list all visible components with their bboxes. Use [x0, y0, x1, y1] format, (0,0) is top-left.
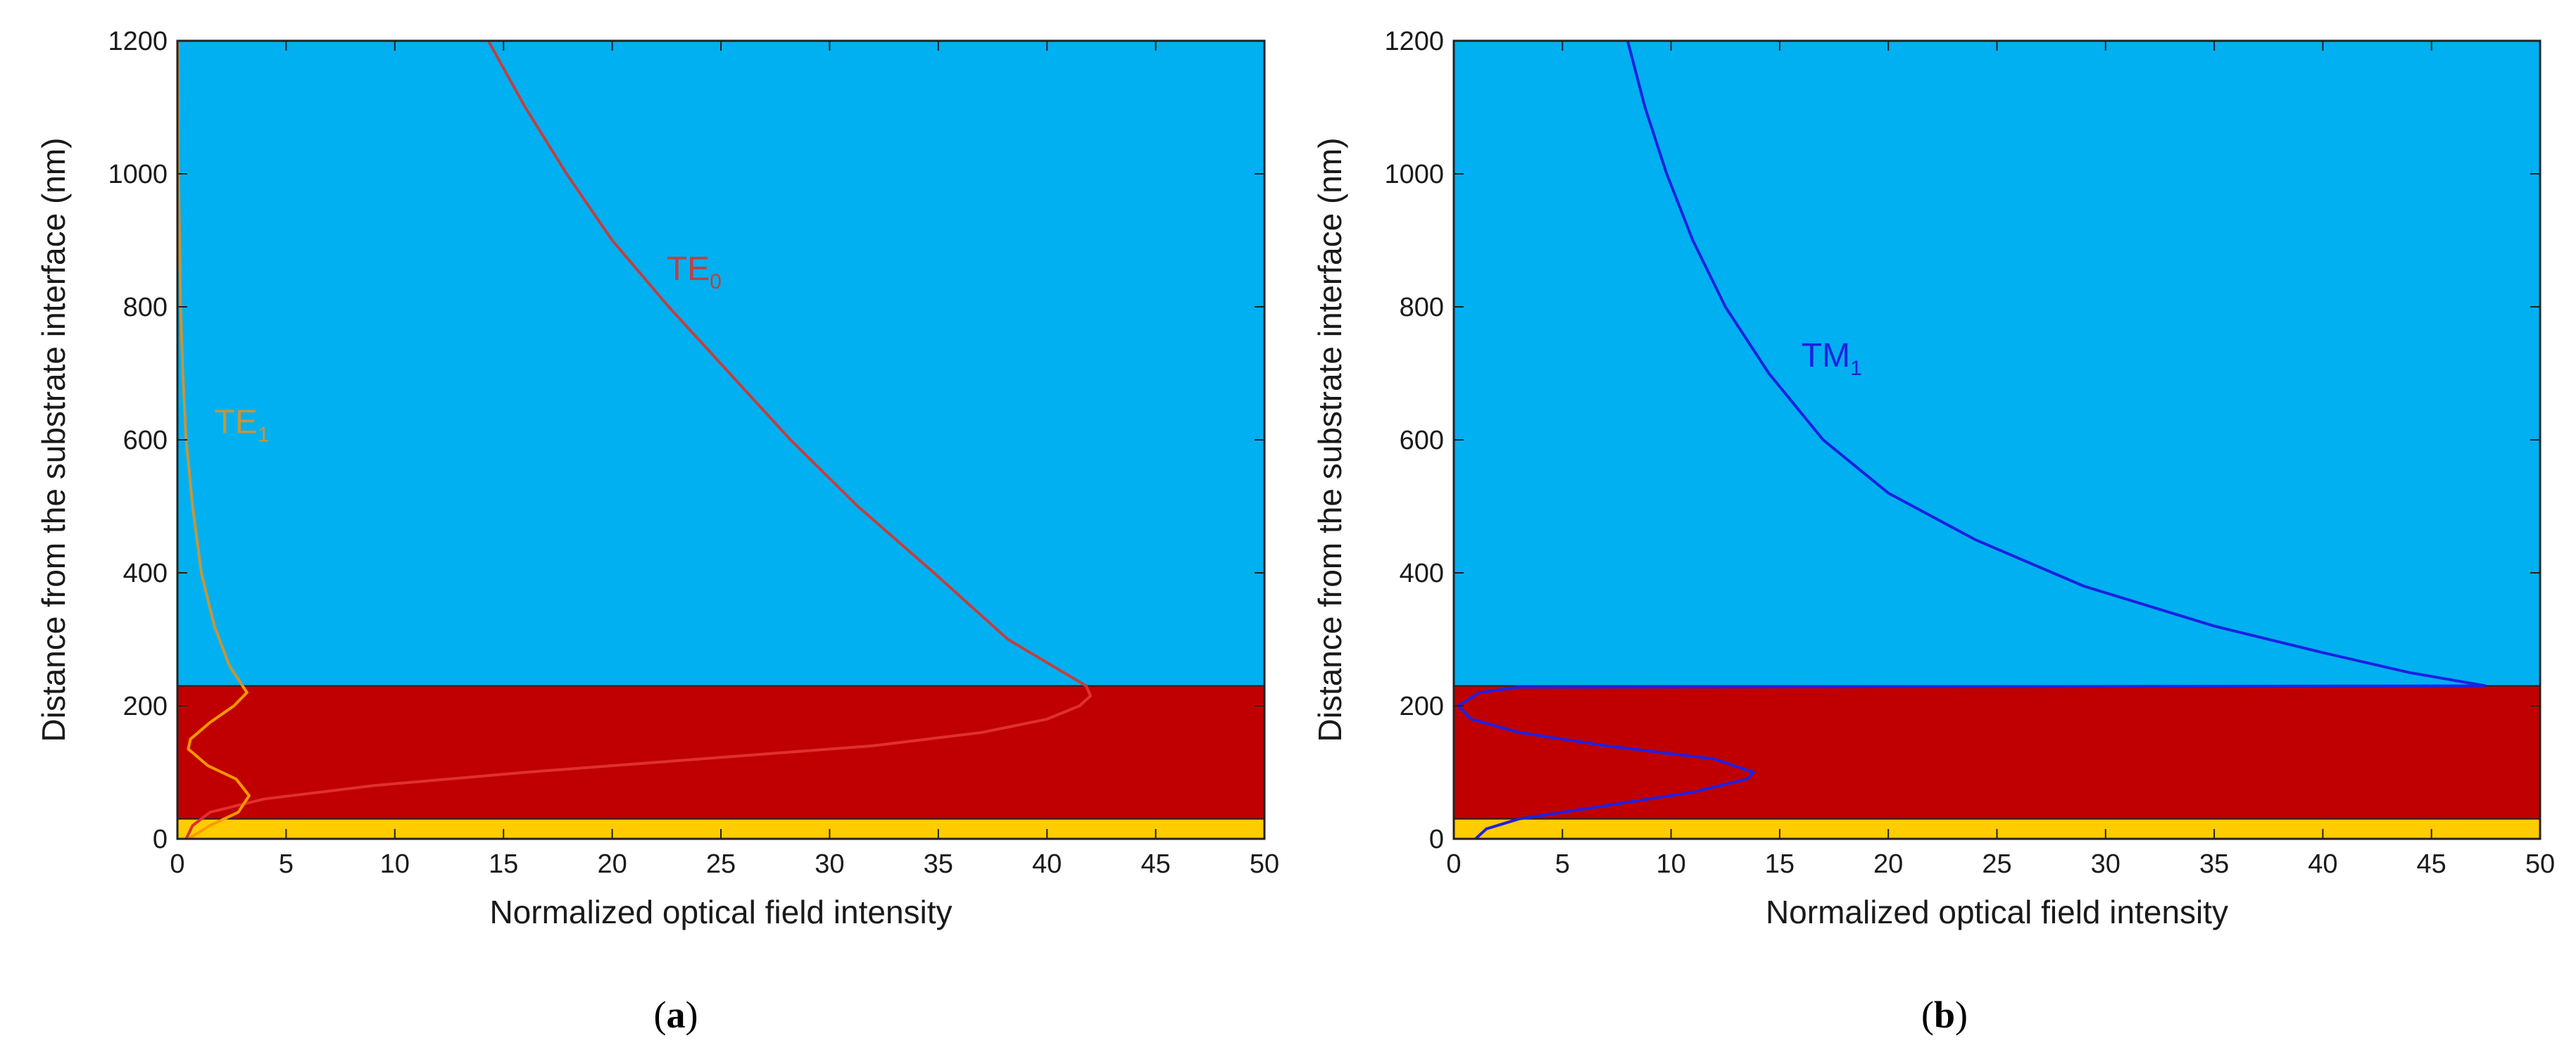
chart-panel-b: TM1 0 5 10 15 20 25 30 35 40 45 50 0 200 400 600 800 1000… [1312, 27, 2555, 1036]
y-tick-label: 0 [1429, 825, 1444, 854]
y-tick-label: 200 [1400, 692, 1444, 721]
y-tick-label: 0 [153, 825, 168, 854]
curve-label-TE1: TE1 [214, 404, 269, 447]
x-tick-label: 10 [1656, 849, 1685, 879]
x-tick-label: 0 [1446, 849, 1461, 879]
x-tick-label: 40 [1032, 849, 1062, 879]
x-tick-label: 20 [597, 849, 627, 879]
y-tick-label: 600 [123, 426, 168, 455]
x-tick-label: 30 [2091, 849, 2121, 879]
y-axis-title: Distance from the substrate interface (n… [1312, 138, 1348, 742]
layer-band-1 [177, 685, 1264, 819]
y-tick-label: 1200 [1384, 27, 1444, 56]
layer-band-1 [1454, 685, 2540, 819]
curve-TE0-cladding [486, 41, 1087, 688]
curve-label-TM1: TM1 [1802, 337, 1862, 380]
x-tick-label: 40 [2308, 849, 2337, 879]
curve-label-TE0: TE0 [667, 251, 722, 293]
series-TE0 [184, 41, 1092, 839]
x-tick-label: 15 [489, 849, 518, 879]
x-tick-label: 5 [279, 849, 294, 879]
y-tick-label: 400 [123, 559, 168, 588]
y-axis-title: Distance from the substrate interface (n… [35, 138, 72, 742]
y-tick-label: 800 [1400, 293, 1444, 322]
x-tick-label: 30 [815, 849, 844, 879]
x-axis-title: Normalized optical field intensity [1766, 894, 2228, 930]
x-tick-label: 5 [1555, 849, 1570, 879]
y-tick-label: 1000 [1384, 160, 1444, 189]
panel-label: (a) [654, 994, 698, 1036]
panel-label: (b) [1921, 994, 1968, 1036]
curve-TE1-core [187, 685, 251, 839]
x-tick-label: 15 [1765, 849, 1795, 879]
x-tick-label: 20 [1873, 849, 1903, 879]
x-tick-label: 50 [1250, 849, 1279, 879]
x-tick-label: 25 [706, 849, 736, 879]
x-tick-label: 35 [924, 849, 953, 879]
y-tick-label: 1000 [108, 160, 168, 189]
x-tick-label: 10 [380, 849, 410, 879]
x-tick-label: 45 [2417, 849, 2446, 879]
y-tick-label: 800 [123, 293, 168, 322]
series-TM1 [1457, 41, 2487, 839]
y-tick-label: 1200 [108, 27, 168, 56]
curve-TM1-cladding [1626, 41, 2487, 688]
chart-panel-a: TE0 TE1 0 5 10 15 20 25 30 35 40 45 50 0 200 400 600 800 1… [35, 27, 1279, 1036]
x-tick-label: 25 [1982, 849, 2011, 879]
layer-band-2 [1454, 41, 2540, 686]
curve-TM1-core [1457, 684, 2486, 839]
x-axis-title: Normalized optical field intensity [489, 894, 952, 930]
y-tick-label: 200 [123, 692, 168, 721]
y-tick-label: 600 [1400, 426, 1444, 455]
y-tick-label: 400 [1400, 559, 1444, 588]
x-tick-label: 45 [1141, 849, 1170, 879]
curve-TE0-core [184, 685, 1092, 839]
x-tick-label: 50 [2525, 849, 2555, 879]
x-tick-label: 35 [2199, 849, 2229, 879]
x-tick-label: 0 [170, 849, 184, 879]
